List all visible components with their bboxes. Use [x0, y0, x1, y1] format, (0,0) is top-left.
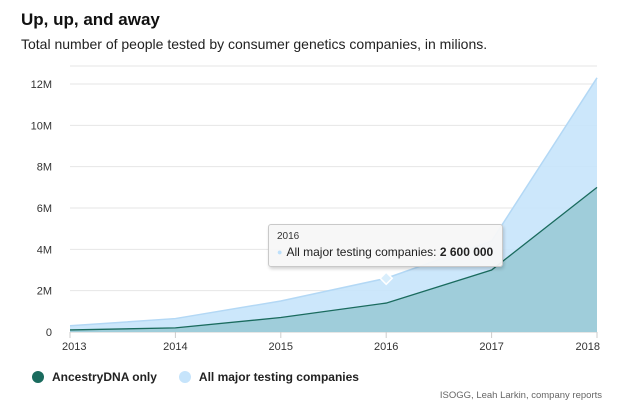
- tooltip-year: 2016: [277, 231, 300, 242]
- tooltip-row: ● All major testing companies: 2 600 000: [277, 245, 493, 259]
- hover-marker: [379, 271, 394, 286]
- legend-label-all: All major testing companies: [198, 370, 359, 384]
- source-credit: ISOGG, Leah Larkin, company reports: [439, 390, 602, 401]
- chart-title: Up, up, and away: [21, 10, 160, 29]
- y-tick-label: 0: [46, 327, 52, 339]
- x-tick-label: 2018: [576, 341, 600, 353]
- y-tick-label: 8M: [37, 162, 52, 174]
- y-tick-label: 10M: [31, 120, 52, 132]
- legend-swatch-ancestry-icon: [32, 371, 44, 383]
- x-tick-label: 2017: [479, 341, 503, 353]
- tooltip-value: 2 600 000: [439, 245, 494, 259]
- legend-item-all[interactable]: All major testing companies: [178, 370, 359, 384]
- legend: AncestryDNA only All major testing compa…: [32, 370, 381, 384]
- legend-label-ancestry: AncestryDNA only: [52, 370, 157, 384]
- x-tick-label: 2016: [374, 341, 398, 353]
- y-tick-label: 2M: [37, 286, 52, 298]
- x-tick-label: 2013: [62, 341, 86, 353]
- y-tick-label: 12M: [31, 79, 52, 91]
- y-tick-label: 4M: [37, 244, 52, 256]
- tooltip-series-dot-icon: ●: [277, 247, 283, 257]
- legend-item-ancestry[interactable]: AncestryDNA only: [32, 370, 157, 384]
- tooltip-series-label: All major testing companies:: [286, 245, 440, 259]
- legend-swatch-all-icon: [178, 371, 191, 383]
- x-tick-label: 2015: [269, 341, 293, 353]
- line-all-companies: [69, 77, 598, 327]
- line-ancestry: [69, 186, 598, 331]
- area-ancestry: [70, 187, 597, 332]
- x-tick-label: 2014: [163, 341, 187, 353]
- y-tick-label: 6M: [37, 203, 52, 215]
- hover-tooltip: 2016 ● All major testing companies: 2 600…: [268, 224, 504, 267]
- chart-subtitle: Total number of people tested by consume…: [21, 36, 488, 52]
- area-all-companies: [70, 77, 597, 332]
